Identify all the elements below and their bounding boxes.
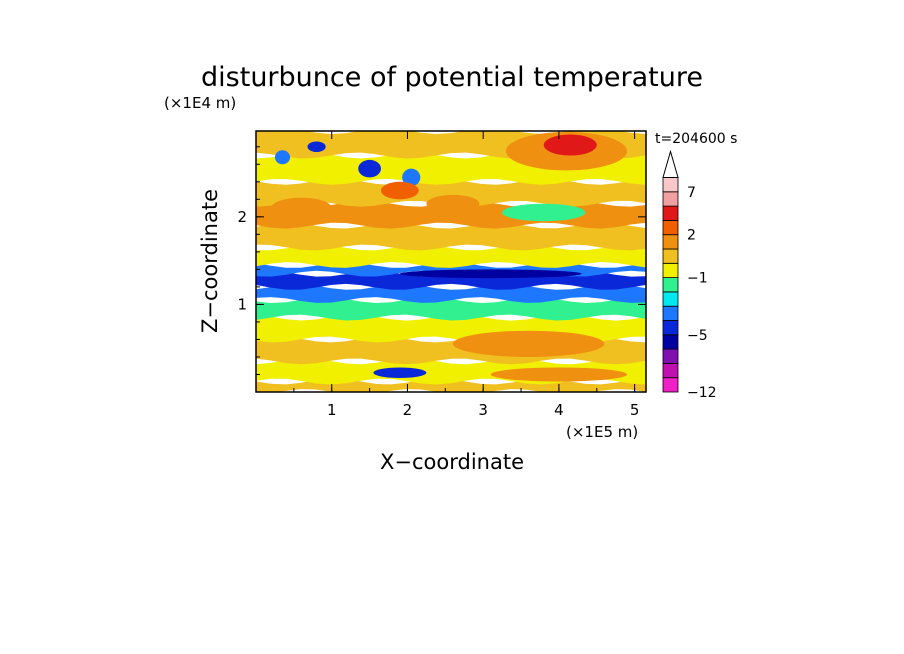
contour-feature [271, 197, 332, 219]
chart-title: disturbunce of potential temperature [201, 62, 703, 93]
colorbar-segment [662, 305, 679, 321]
contour-band [256, 297, 646, 321]
x-tick-label: 3 [478, 401, 488, 419]
contour-band [256, 222, 646, 251]
contour-feature [274, 150, 291, 165]
colorbar-tick-label: −5 [687, 328, 708, 344]
plot-frame [255, 130, 647, 393]
colorbar: −12−5−127 [662, 149, 717, 401]
x-axis: 1 2 3 4 5 [293, 131, 640, 419]
contour-feature [543, 134, 597, 156]
colorbar-segment [662, 177, 679, 193]
colorbar-segment [662, 219, 679, 236]
colorbar-segment [662, 348, 679, 364]
contour-band [256, 284, 646, 303]
colorbar-tick-label: 2 [687, 228, 696, 244]
colorbar-segment [662, 362, 679, 379]
contour-feature [373, 367, 427, 378]
contour-band [256, 244, 646, 268]
contour-fill [256, 131, 646, 392]
colorbar-segment [662, 377, 679, 393]
contour-feature [358, 159, 381, 178]
colorbar-segment [662, 234, 679, 250]
y-tick-label: 2 [237, 208, 247, 226]
colorbar-tick-label: −12 [687, 385, 717, 401]
y-tick-label: 1 [237, 295, 247, 313]
colorbar-tick-label: 7 [687, 185, 696, 201]
colorbar-extend-arrow [662, 149, 679, 178]
colorbar-segment [662, 262, 679, 278]
colorbar-tick-label: −1 [687, 271, 708, 287]
y-unit-label: (×1E4 m) [164, 94, 236, 112]
contour-feature [380, 181, 419, 200]
x-tick-label: 2 [403, 401, 413, 419]
contour-feature [490, 367, 628, 382]
colorbar-segment [662, 205, 679, 221]
contour-feature [452, 330, 605, 357]
time-label: t=204600 s [655, 131, 737, 147]
contour-band [256, 178, 646, 207]
colorbar-segment [662, 248, 679, 264]
x-unit-label: (×1E5 m) [566, 423, 638, 441]
y-axis-title: Z−coordinate [198, 189, 222, 333]
x-tick-label: 5 [630, 401, 640, 419]
colorbar-segment [662, 291, 679, 307]
contour-feature [399, 269, 582, 279]
colorbar-segment [662, 334, 679, 350]
x-tick-label: 1 [327, 401, 337, 419]
contour-feature [402, 168, 421, 187]
x-tick-label: 4 [554, 401, 564, 419]
y-axis: 12 [237, 146, 646, 375]
colorbar-segment [662, 191, 679, 207]
contour-feature [307, 141, 326, 153]
contour-feature [502, 203, 586, 222]
colorbar-segment [662, 277, 679, 293]
x-axis-title: X−coordinate [380, 450, 524, 474]
contour-feature [426, 194, 480, 213]
colorbar-segment [662, 320, 679, 336]
